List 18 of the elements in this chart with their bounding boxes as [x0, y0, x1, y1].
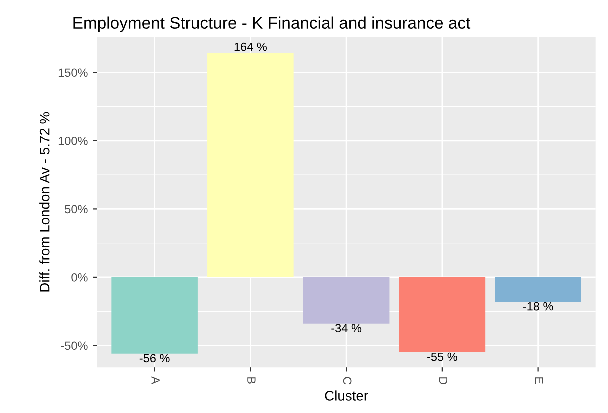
data-label: -34 %: [332, 324, 362, 333]
chart-title: Employment Structure - K Financial and insurance act: [74, 16, 471, 32]
x-tick-label: D: [439, 378, 448, 385]
y-tick-label: 50%: [65, 205, 88, 214]
x-tick-label: B: [248, 378, 256, 384]
data-label: -56 %: [140, 354, 170, 363]
data-label: -18 %: [523, 302, 554, 311]
y-tick-label: 100%: [58, 136, 88, 146]
data-label: -55 %: [428, 352, 458, 362]
x-tick-label: A: [152, 376, 160, 384]
y-tick-label: 150%: [58, 68, 88, 78]
data-label: 164 %: [234, 42, 267, 52]
x-axis-title: Cluster: [325, 390, 368, 401]
x-tick-label: E: [535, 378, 544, 384]
y-axis-title: Diff. from London Av - 5.72 %: [40, 112, 50, 292]
y-tick-label: 0%: [72, 273, 88, 282]
y-tick-label: -50%: [61, 342, 88, 350]
x-tick-label: C: [343, 377, 352, 385]
